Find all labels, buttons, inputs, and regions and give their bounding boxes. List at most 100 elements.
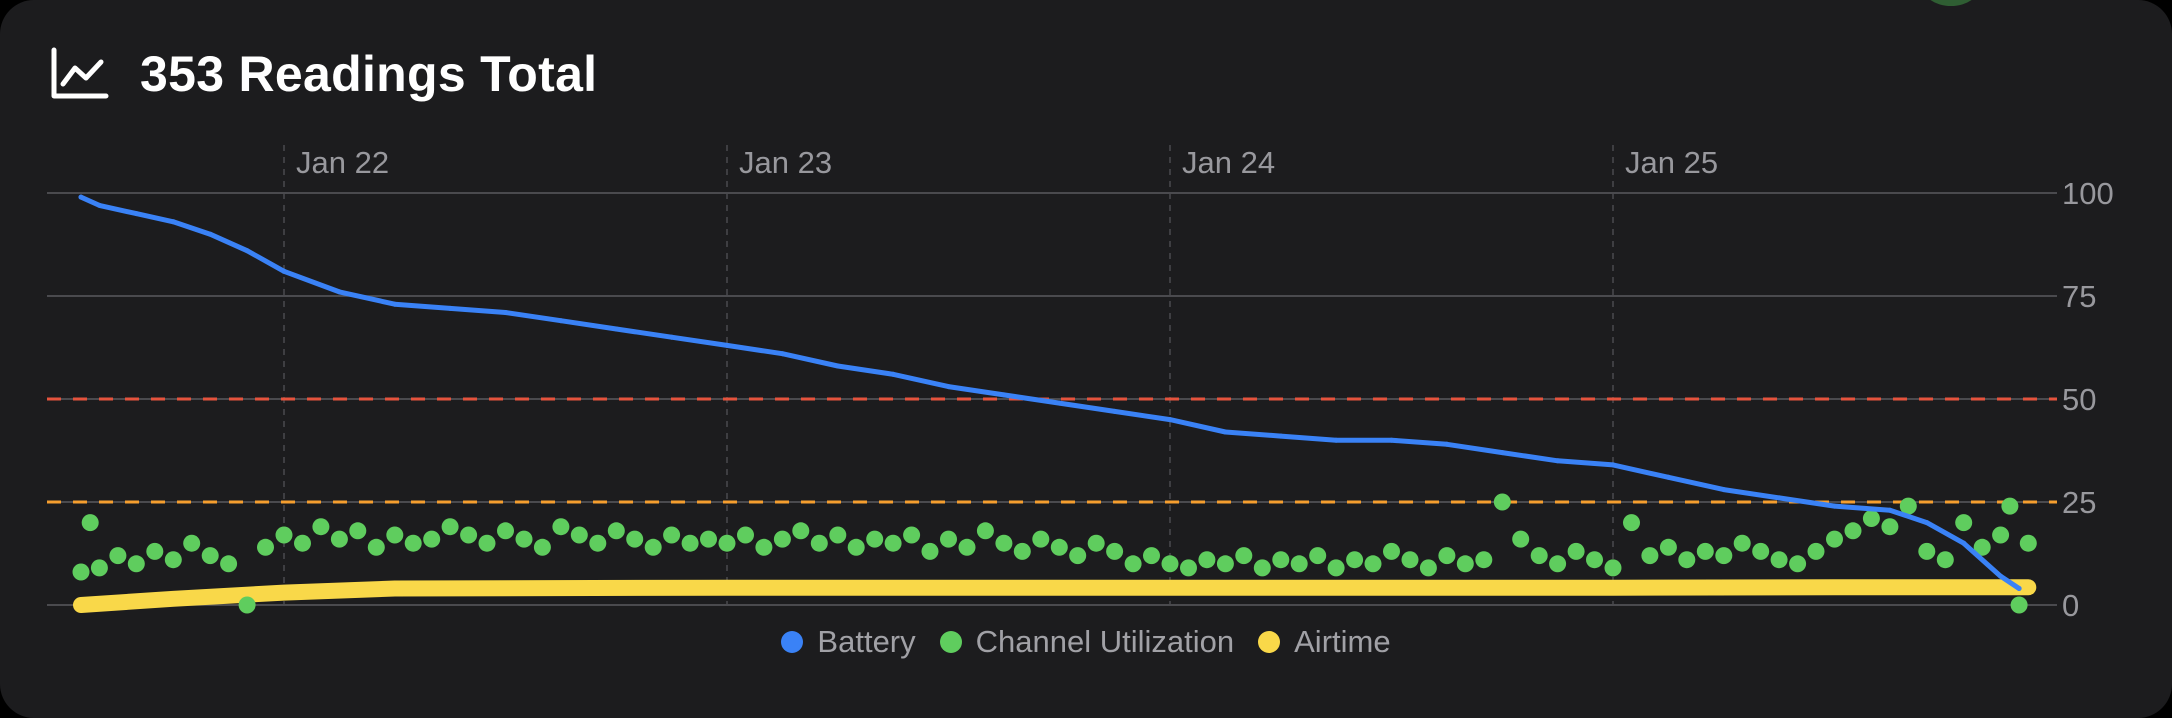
- avatar[interactable]: [1921, 0, 1981, 6]
- channel-utilization-point: [1124, 555, 1142, 573]
- battery-point: [1499, 450, 1505, 456]
- channel-utilization-point: [1807, 542, 1825, 560]
- battery-point: [779, 351, 785, 357]
- channel-utilization-point: [1936, 551, 1954, 569]
- page-title: 353 Readings Total: [140, 46, 598, 102]
- y-tick-label: 25: [2062, 485, 2096, 520]
- channel-utilization-point: [1826, 530, 1843, 548]
- channel-utilization-point: [1549, 555, 1567, 573]
- battery-point: [1278, 433, 1284, 439]
- channel-utilization-point: [238, 596, 256, 614]
- channel-utilization-point: [146, 542, 164, 560]
- channel-utilization-point: [921, 542, 939, 560]
- channel-utilization-point: [1659, 538, 1677, 556]
- legend-item-channel-utilization: Channel Utilization: [939, 624, 1235, 660]
- channel-utilization-point: [275, 526, 293, 544]
- x-tick-label: Jan 25: [1625, 145, 1718, 180]
- channel-utilization-point: [2001, 497, 2019, 515]
- channel-utilization-point: [1530, 547, 1548, 565]
- battery-point: [281, 268, 287, 274]
- channel-utilization-point: [1013, 542, 1031, 560]
- channel-utilization-point: [257, 538, 274, 556]
- channel-utilization-point: [1733, 534, 1751, 552]
- channel-utilization-point: [644, 538, 662, 556]
- channel-utilization-point: [847, 538, 865, 556]
- line-chart-icon: [51, 47, 109, 99]
- channel-utilization-point: [1235, 547, 1253, 565]
- channel-utilization-point: [1364, 555, 1382, 573]
- battery-point: [890, 371, 896, 377]
- channel-utilization-point: [958, 538, 976, 556]
- battery-point: [1776, 495, 1782, 501]
- channel-utilization-point: [1050, 538, 1068, 556]
- channel-utilization-point: [737, 526, 754, 544]
- channel-utilization-point: [1918, 542, 1936, 560]
- y-tick-label: 50: [2062, 382, 2096, 417]
- channel-utilization-point: [810, 534, 828, 552]
- channel-utilization-point: [663, 526, 681, 544]
- y-tick-label: 100: [2062, 176, 2114, 211]
- channel-utilization-point: [1161, 555, 1179, 573]
- battery-point: [133, 211, 139, 217]
- channel-utilization-point: [700, 530, 717, 548]
- battery-point: [613, 326, 619, 332]
- channel-utilization-point: [1604, 559, 1622, 577]
- channel-utilization-point: [533, 538, 551, 556]
- channel-utilization-point: [220, 555, 238, 573]
- channel-utilization-point: [1383, 542, 1400, 560]
- channel-utilization-point: [1678, 551, 1696, 569]
- channel-utilization-point: [497, 522, 514, 540]
- channel-utilization-point: [81, 514, 99, 532]
- battery-point: [503, 310, 508, 315]
- channel-utilization-point: [792, 522, 810, 540]
- channel-utilization-point: [1309, 547, 1327, 565]
- channel-utilization-point: [2010, 596, 2028, 614]
- airtime-series-line: [73, 579, 2037, 613]
- channel-utilization-point: [1567, 542, 1585, 560]
- channel-utilization-point: [386, 526, 404, 544]
- x-tick-label: Jan 22: [296, 145, 389, 180]
- channel-utilization-point: [294, 534, 311, 552]
- channel-utilization-point: [404, 534, 422, 552]
- legend-label-channel-utilization: Channel Utilization: [975, 624, 1235, 659]
- battery-point: [1610, 462, 1616, 468]
- y-tick-label: 75: [2062, 279, 2096, 314]
- channel-utilization-point: [201, 547, 219, 565]
- channel-utilization-point: [109, 547, 127, 565]
- channel-utilization-point: [1475, 551, 1493, 569]
- channel-utilization-point: [330, 530, 348, 548]
- battery-point: [1721, 487, 1727, 493]
- channel-utilization-point: [755, 538, 773, 556]
- channel-utilization-point: [903, 526, 921, 544]
- channel-utilization-point: [1032, 530, 1050, 548]
- channel-utilization-point: [2019, 534, 2037, 552]
- chart-legend: Battery Channel Utilization Airtime: [0, 624, 2172, 660]
- channel-utilization-point: [1789, 555, 1807, 573]
- channel-utilization-point: [681, 534, 699, 552]
- battery-point: [1665, 474, 1671, 480]
- channel-utilization-point: [1327, 559, 1345, 577]
- channel-utilization-point: [460, 526, 478, 544]
- channel-utilization-point: [626, 530, 644, 548]
- channel-utilization-point: [884, 534, 902, 552]
- channel-utilization-point: [127, 555, 145, 573]
- battery-point: [669, 334, 675, 340]
- channel-utilization-point: [72, 563, 90, 581]
- channel-utilization-point: [164, 551, 182, 569]
- channel-utilization-point: [349, 522, 367, 540]
- channel-utilization-point: [1419, 559, 1437, 577]
- channel-utilization-point: [423, 530, 441, 548]
- legend-item-airtime: Airtime: [1258, 624, 1391, 660]
- legend-swatch-battery: [781, 631, 804, 653]
- channel-utilization-point: [1955, 514, 1973, 532]
- channel-utilization-point: [829, 526, 847, 544]
- channel-utilization-point: [1715, 547, 1733, 565]
- legend-item-battery: Battery: [781, 624, 916, 660]
- battery-point: [1389, 437, 1394, 443]
- channel-utilization-point: [1180, 559, 1197, 577]
- legend-swatch-channel-utilization: [939, 631, 962, 653]
- channel-utilization-point: [1143, 547, 1160, 565]
- channel-utilization-point: [1106, 542, 1124, 560]
- channel-utilization-point: [1899, 497, 1917, 515]
